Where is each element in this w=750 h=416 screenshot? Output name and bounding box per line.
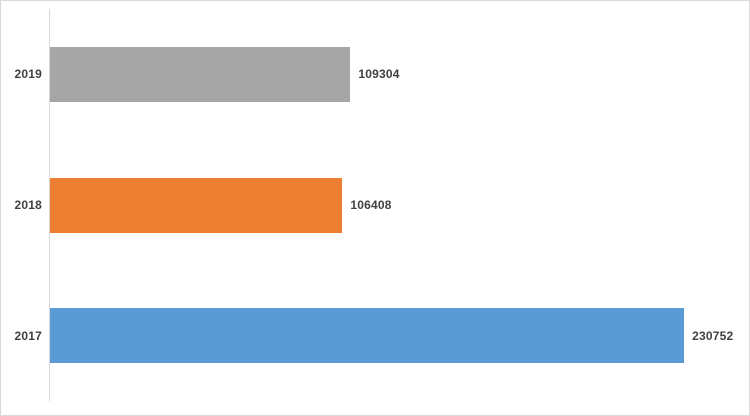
bar-2019 [50, 46, 351, 102]
plot-area: 109304 106408 230752 [49, 9, 737, 401]
bar-2018 [50, 177, 343, 233]
bar-row-2019: 109304 [50, 9, 737, 140]
value-label-2019: 109304 [358, 67, 400, 82]
category-label-2017: 2017 [14, 328, 42, 343]
category-label-2019: 2019 [14, 67, 42, 82]
bar-row-2018: 106408 [50, 140, 737, 271]
category-label-2018: 2018 [14, 198, 42, 212]
value-label-2018: 106408 [350, 198, 392, 212]
bar-row-2017: 230752 [50, 270, 737, 401]
value-label-2017: 230752 [692, 328, 734, 343]
y-axis-category-labels: 2019 2018 2017 [1, 9, 42, 401]
bar-2017 [50, 308, 685, 364]
